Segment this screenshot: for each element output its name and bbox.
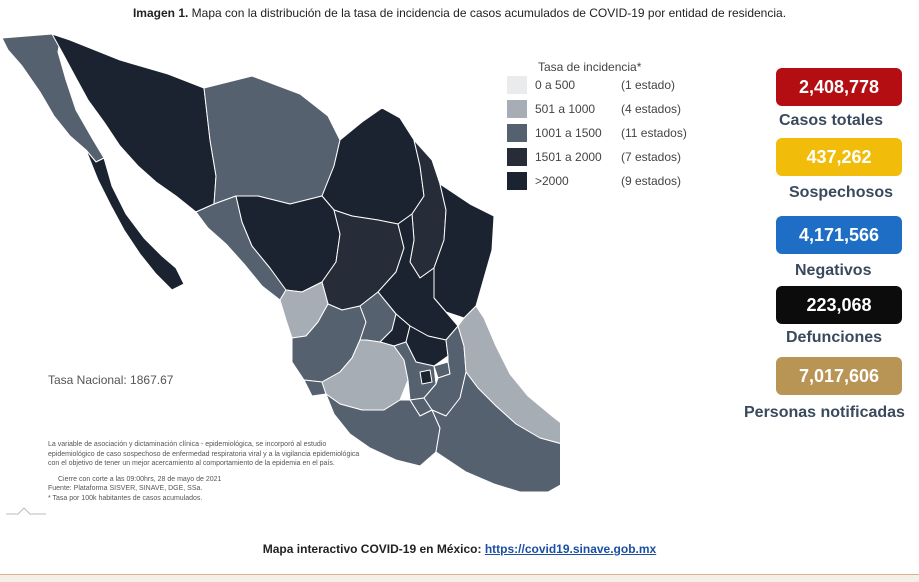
legend-item: 1501 a 2000 (7 estados) — [507, 148, 707, 168]
state-chihuahua — [203, 75, 341, 205]
state-oaxaca — [431, 371, 560, 493]
legend-swatch — [507, 148, 527, 166]
stat-suspected: 437,262 — [776, 138, 902, 176]
stat-negatives-label: Negativos — [795, 262, 872, 279]
legend-title: Tasa de incidencia* — [538, 60, 642, 74]
stat-deaths: 223,068 — [776, 286, 902, 324]
state-sonora — [51, 33, 217, 213]
state-coahuila — [321, 107, 425, 225]
legend-range: 0 a 500 — [535, 78, 576, 92]
state-cdmx — [419, 369, 433, 385]
legend-item: 501 a 1000 (4 estados) — [507, 100, 707, 120]
legend-range: 501 a 1000 — [535, 102, 596, 116]
mexico-map — [1, 33, 560, 493]
note-line: con el objetivo de tener un mejor acerca… — [48, 460, 335, 467]
stat-notified: 7,017,606 — [776, 357, 902, 395]
note-cutoff: Cierre con corte a las 09:00hrs, 28 de m… — [58, 475, 222, 483]
legend-count: (11 estados) — [621, 126, 687, 140]
caption-text: Mapa con la distribución de la tasa de i… — [191, 6, 787, 20]
stat-total-cases: 2,408,778 — [776, 68, 902, 106]
legend-item: 0 a 500 (1 estado) — [507, 76, 707, 96]
stat-total-cases-label: Casos totales — [779, 112, 884, 129]
legend-item: >2000 (9 estados) — [507, 172, 707, 192]
legend-swatch — [507, 172, 527, 190]
legend-count: (9 estados) — [621, 174, 682, 188]
legend-count: (1 estado) — [621, 78, 676, 92]
decorative-line — [6, 507, 46, 515]
legend-count: (7 estados) — [621, 150, 682, 164]
legend-count: (4 estados) — [621, 102, 682, 116]
legend-item: 1001 a 1500 (11 estados) — [507, 124, 707, 144]
caption-prefix: Imagen 1. — [132, 6, 189, 20]
footer-label: Mapa interactivo COVID-19 en México: — [262, 542, 482, 556]
stat-deaths-label: Defunciones — [786, 329, 883, 346]
legend-swatch — [507, 124, 527, 142]
note-line: La variable de asociación y dictaminació… — [48, 441, 327, 448]
state-baja-california-sur — [85, 149, 185, 291]
national-rate: Tasa Nacional: 1867.67 — [48, 373, 174, 387]
legend-range: 1001 a 1500 — [535, 126, 602, 140]
legend-swatch — [507, 100, 527, 118]
stat-negatives: 4,171,566 — [776, 216, 902, 254]
footer: Mapa interactivo COVID-19 en México: htt… — [0, 542, 919, 556]
footnotes: La variable de asociación y dictaminació… — [48, 440, 458, 503]
stat-suspected-label: Sospechosos — [789, 184, 894, 201]
state-durango — [235, 195, 341, 293]
bottom-bar — [0, 574, 919, 582]
note-rate: * Tasa por 100k habitantes de casos acum… — [48, 494, 203, 502]
stat-notified-label: Personas notificadas — [744, 404, 905, 421]
note-line: epidemiológico de caso sospechoso de enf… — [48, 450, 360, 458]
note-source: Fuente: Plataforma SISVER, SINAVE, DGE, … — [48, 485, 203, 492]
figure-caption: Imagen 1. Mapa con la distribución de la… — [0, 6, 919, 20]
footer-link[interactable]: https://covid19.sinave.gob.mx — [484, 542, 657, 556]
state-veracruz — [457, 305, 560, 444]
legend-range: 1501 a 2000 — [535, 150, 602, 164]
legend-swatch — [507, 76, 527, 94]
legend-range: >2000 — [535, 174, 569, 188]
